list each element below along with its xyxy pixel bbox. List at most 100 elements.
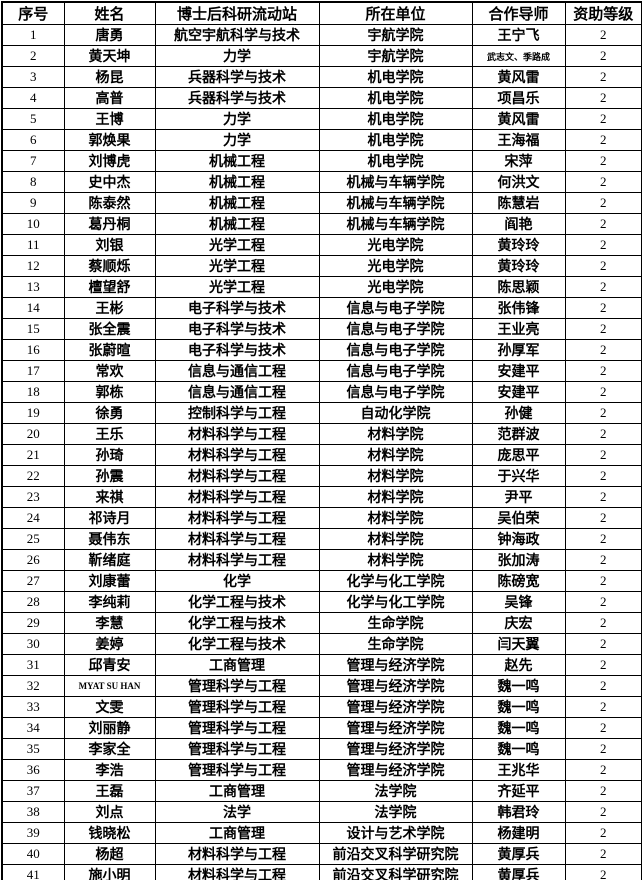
- cell-no: 31: [1, 654, 65, 676]
- cell-no: 19: [1, 402, 65, 424]
- cell-unit: 信息与电子学院: [318, 381, 473, 403]
- cell-unit: 机电学院: [318, 66, 473, 88]
- cell-no: 37: [1, 780, 65, 802]
- cell-advisor: 闫天翼: [471, 633, 566, 655]
- table-row: 29 李慧 化学工程与技术 生命学院 庆宏 2: [1, 612, 642, 634]
- table-row: 37 王磊 工商管理 法学院 齐延平 2: [1, 780, 642, 802]
- table-row: 19 徐勇 控制科学与工程 自动化学院 孙健 2: [1, 402, 642, 424]
- table-row: 33 文雯 管理科学与工程 管理与经济学院 魏一鸣 2: [1, 696, 642, 718]
- cell-no: 30: [1, 633, 65, 655]
- cell-name: 王磊: [63, 780, 156, 802]
- cell-advisor: 阎艳: [471, 213, 566, 235]
- cell-name: 郭焕果: [63, 129, 156, 151]
- cell-no: 17: [1, 360, 65, 382]
- cell-unit: 机电学院: [318, 87, 473, 109]
- cell-no: 15: [1, 318, 65, 340]
- cell-grade: 2: [564, 843, 642, 865]
- cell-station: 信息与通信工程: [154, 381, 320, 403]
- cell-station: 法学: [154, 801, 320, 823]
- cell-station: 材料科学与工程: [154, 444, 320, 466]
- cell-advisor: 王海福: [471, 129, 566, 151]
- table-row: 6 郭焕果 力学 机电学院 王海福 2: [1, 129, 642, 151]
- table-row: 4 高普 兵器科学与技术 机电学院 项昌乐 2: [1, 87, 642, 109]
- cell-grade: 2: [564, 381, 642, 403]
- cell-no: 9: [1, 192, 65, 214]
- cell-no: 6: [1, 129, 65, 151]
- cell-advisor: 黄风雷: [471, 66, 566, 88]
- cell-advisor: 武志文、季路成: [471, 45, 566, 67]
- cell-advisor: 项昌乐: [471, 87, 566, 109]
- table-row: 30 姜婷 化学工程与技术 生命学院 闫天翼 2: [1, 633, 642, 655]
- cell-name: 徐勇: [63, 402, 156, 424]
- cell-no: 38: [1, 801, 65, 823]
- cell-advisor: 黄风雷: [471, 108, 566, 130]
- table-row: 36 李浩 管理科学与工程 管理与经济学院 王兆华 2: [1, 759, 642, 781]
- cell-grade: 2: [564, 444, 642, 466]
- cell-name: 李慧: [63, 612, 156, 634]
- table-body: 1 唐勇 航空宇航科学与技术 宇航学院 王宁飞 2 2 黄天坤 力学 宇航学院 武志文、季路成 2 3 杨…: [1, 24, 642, 880]
- cell-unit: 机电学院: [318, 108, 473, 130]
- cell-grade: 2: [564, 717, 642, 739]
- column-header-5: 资助等级: [564, 1, 642, 25]
- cell-grade: 2: [564, 759, 642, 781]
- cell-station: 管理科学与工程: [154, 738, 320, 760]
- table-row: 3 杨昆 兵器科学与技术 机电学院 黄风雷 2: [1, 66, 642, 88]
- cell-grade: 2: [564, 255, 642, 277]
- cell-name: 靳绪庭: [63, 549, 156, 571]
- cell-unit: 管理与经济学院: [318, 717, 473, 739]
- cell-unit: 材料学院: [318, 528, 473, 550]
- cell-unit: 光电学院: [318, 255, 473, 277]
- cell-grade: 2: [564, 360, 642, 382]
- cell-name: 施小明: [63, 864, 156, 880]
- cell-station: 材料科学与工程: [154, 528, 320, 550]
- cell-no: 1: [1, 24, 65, 46]
- cell-advisor: 黄厚兵: [471, 864, 566, 880]
- table-row: 5 王博 力学 机电学院 黄风雷 2: [1, 108, 642, 130]
- cell-no: 29: [1, 612, 65, 634]
- cell-unit: 光电学院: [318, 234, 473, 256]
- cell-station: 管理科学与工程: [154, 717, 320, 739]
- cell-station: 光学工程: [154, 276, 320, 298]
- cell-grade: 2: [564, 45, 642, 67]
- cell-advisor: 黄玲玲: [471, 255, 566, 277]
- cell-no: 34: [1, 717, 65, 739]
- cell-grade: 2: [564, 339, 642, 361]
- cell-grade: 2: [564, 591, 642, 613]
- cell-station: 工商管理: [154, 654, 320, 676]
- cell-advisor: 杨建明: [471, 822, 566, 844]
- cell-name: 檀望舒: [63, 276, 156, 298]
- table-row: 13 檀望舒 光学工程 光电学院 陈思颖 2: [1, 276, 642, 298]
- cell-grade: 2: [564, 423, 642, 445]
- cell-station: 管理科学与工程: [154, 675, 320, 697]
- cell-advisor: 王兆华: [471, 759, 566, 781]
- cell-name: 孙震: [63, 465, 156, 487]
- column-header-2: 博士后科研流动站: [154, 1, 320, 25]
- cell-no: 5: [1, 108, 65, 130]
- cell-name: 李家全: [63, 738, 156, 760]
- cell-station: 材料科学与工程: [154, 549, 320, 571]
- cell-station: 机械工程: [154, 150, 320, 172]
- cell-no: 24: [1, 507, 65, 529]
- cell-name: 蔡顺烁: [63, 255, 156, 277]
- cell-no: 28: [1, 591, 65, 613]
- cell-station: 光学工程: [154, 234, 320, 256]
- cell-grade: 2: [564, 633, 642, 655]
- cell-station: 化学工程与技术: [154, 591, 320, 613]
- table-row: 2 黄天坤 力学 宇航学院 武志文、季路成 2: [1, 45, 642, 67]
- cell-name: 聂伟东: [63, 528, 156, 550]
- cell-name: 来祺: [63, 486, 156, 508]
- cell-advisor: 魏一鸣: [471, 717, 566, 739]
- cell-no: 2: [1, 45, 65, 67]
- cell-grade: 2: [564, 570, 642, 592]
- cell-name: 王彬: [63, 297, 156, 319]
- cell-name: 刘点: [63, 801, 156, 823]
- cell-name: 常欢: [63, 360, 156, 382]
- cell-station: 工商管理: [154, 780, 320, 802]
- cell-name: 王乐: [63, 423, 156, 445]
- cell-name: 钱晓松: [63, 822, 156, 844]
- cell-grade: 2: [564, 549, 642, 571]
- cell-grade: 2: [564, 696, 642, 718]
- cell-grade: 2: [564, 108, 642, 130]
- cell-unit: 管理与经济学院: [318, 759, 473, 781]
